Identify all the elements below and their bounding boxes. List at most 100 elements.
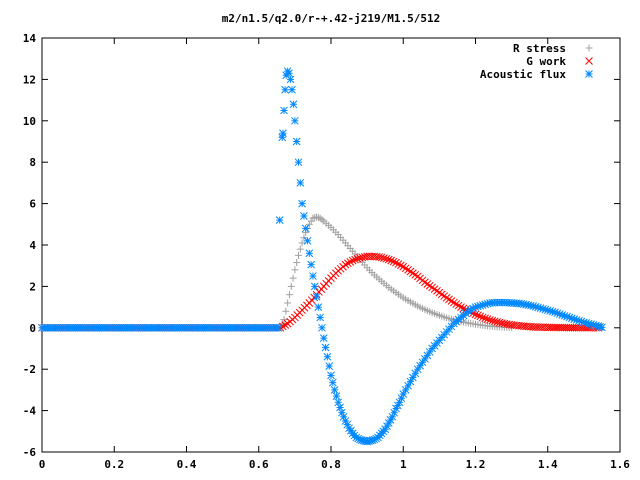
data-point	[493, 318, 502, 326]
data-point	[498, 319, 506, 327]
data-point	[409, 269, 417, 278]
data-point	[454, 301, 463, 310]
data-point	[319, 334, 328, 343]
legend-label: G work	[526, 55, 566, 68]
data-point	[296, 179, 305, 187]
data-point	[298, 199, 306, 208]
data-point	[312, 292, 321, 301]
data-point	[296, 245, 304, 253]
data-point	[309, 214, 317, 222]
y-tick-label: 0	[29, 322, 36, 335]
data-point	[353, 254, 362, 263]
series-2	[38, 67, 606, 446]
data-point	[284, 299, 292, 307]
data-point	[301, 224, 310, 233]
data-point	[313, 213, 321, 221]
data-point	[404, 266, 412, 274]
data-point	[289, 274, 297, 282]
data-point	[341, 260, 350, 269]
data-point	[442, 293, 451, 302]
data-point	[488, 316, 497, 325]
data-point	[305, 249, 314, 258]
data-point	[380, 254, 388, 262]
data-point	[307, 217, 315, 225]
x-tick-label: 0.6	[249, 458, 269, 471]
data-point	[495, 318, 504, 327]
data-point	[281, 321, 290, 329]
data-point	[280, 106, 288, 115]
data-point	[445, 295, 453, 304]
data-point	[332, 392, 341, 400]
y-tick-label: 10	[23, 115, 36, 128]
data-point	[321, 343, 330, 352]
data-point	[387, 256, 396, 265]
data-point	[275, 216, 284, 225]
data-point	[309, 272, 317, 280]
data-point	[303, 237, 312, 245]
data-point	[476, 312, 485, 321]
data-point	[474, 311, 482, 320]
data-point	[382, 254, 391, 263]
legend-label: R stress	[513, 42, 566, 55]
data-point	[292, 137, 301, 146]
y-tick-label: 8	[29, 156, 36, 169]
data-point	[291, 266, 299, 274]
data-point	[327, 371, 335, 380]
data-marks	[38, 67, 606, 446]
plot-frame	[41, 37, 621, 453]
data-point	[285, 69, 293, 78]
data-point	[294, 158, 303, 167]
data-point	[447, 297, 456, 305]
data-point	[389, 257, 398, 266]
data-point	[307, 260, 315, 269]
data-point	[486, 316, 494, 324]
data-point	[344, 259, 352, 268]
data-point	[351, 255, 359, 264]
data-point	[282, 307, 290, 315]
legend-label: Acoustic flux	[480, 68, 566, 81]
y-tick-label: 2	[29, 280, 36, 293]
data-point	[481, 314, 489, 323]
data-point	[384, 255, 393, 264]
x-tick-label: 0.8	[321, 458, 341, 471]
data-point	[314, 303, 323, 311]
data-point	[288, 85, 296, 94]
data-point	[281, 85, 289, 94]
data-point	[388, 412, 397, 421]
data-point	[286, 75, 295, 84]
data-point	[394, 260, 403, 268]
legend-marker	[585, 70, 593, 78]
data-point	[348, 256, 357, 265]
data-point	[287, 282, 295, 290]
legend-marker	[585, 57, 593, 65]
data-point	[411, 270, 420, 279]
data-point	[291, 116, 299, 125]
data-point	[279, 129, 287, 138]
y-tick-label: 14	[23, 32, 37, 45]
data-point	[396, 261, 405, 270]
data-point	[483, 315, 492, 323]
data-point	[457, 303, 465, 311]
data-point	[316, 313, 325, 322]
data-point	[358, 253, 367, 262]
data-point	[328, 378, 337, 387]
data-point	[318, 323, 326, 332]
data-point	[323, 352, 332, 361]
axis-ticks: 0 0.2 0.4 0.6 0.8 1 1.2 1.4 1.6 -6 -4 -2 0 2 4 6 8 10 12 14	[23, 32, 631, 471]
data-point	[325, 362, 334, 370]
data-point	[310, 282, 319, 291]
data-point	[406, 267, 415, 276]
y-tick-label: 6	[29, 198, 36, 211]
data-point	[449, 298, 458, 307]
data-point	[280, 316, 288, 324]
x-tick-label: 0	[39, 458, 46, 471]
x-tick-label: 1	[400, 458, 407, 471]
data-point	[285, 291, 293, 299]
data-point	[598, 323, 606, 332]
data-point	[316, 214, 324, 222]
data-point	[278, 322, 287, 331]
data-point	[375, 253, 384, 261]
x-tick-label: 1.2	[466, 458, 486, 471]
